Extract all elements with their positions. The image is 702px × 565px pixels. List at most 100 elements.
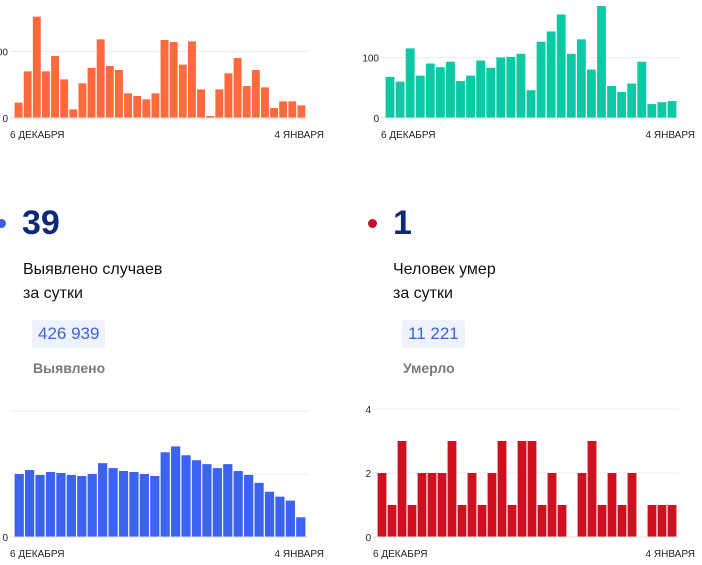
bar <box>547 473 557 537</box>
bar <box>487 473 497 537</box>
bar <box>181 455 191 537</box>
bar <box>279 101 288 118</box>
bar <box>516 53 526 119</box>
bar <box>417 473 427 537</box>
bar <box>637 61 647 118</box>
bar <box>437 473 447 537</box>
bar <box>142 99 151 118</box>
bar <box>556 14 566 118</box>
bar <box>254 482 264 537</box>
bar <box>576 39 586 118</box>
bar <box>586 69 596 118</box>
bar <box>456 81 465 118</box>
bar <box>285 500 295 537</box>
bar <box>108 468 118 537</box>
bar <box>270 108 279 118</box>
bar <box>129 472 139 537</box>
bar <box>215 89 224 118</box>
bar <box>425 63 435 118</box>
bar <box>275 496 285 537</box>
bar <box>244 474 254 537</box>
bar <box>296 517 306 537</box>
bar <box>457 505 467 537</box>
bar <box>647 104 657 118</box>
bar <box>526 90 536 118</box>
bar <box>597 505 607 537</box>
bar <box>150 475 160 537</box>
chart-top-left-svg: 0 100 6 ДЕКАБРЯ 4 ЯНВАРЯ <box>0 16 324 141</box>
bar <box>577 473 587 537</box>
bar <box>105 66 114 118</box>
y-tick-label: 0 <box>365 533 371 544</box>
bar <box>627 83 637 118</box>
y-tick-label: 0 <box>2 533 8 544</box>
bar <box>35 474 45 537</box>
bar <box>627 473 637 537</box>
bar <box>233 58 242 118</box>
x-axis-end-label: 4 ЯНВАРЯ <box>646 130 695 141</box>
bar <box>160 452 170 537</box>
bar <box>151 93 160 118</box>
bar <box>395 81 405 118</box>
bar <box>385 76 395 118</box>
bar <box>233 471 243 537</box>
bar <box>537 505 547 537</box>
bar <box>657 505 667 537</box>
y-tick-label: 0 <box>373 114 379 125</box>
bar <box>447 441 457 537</box>
bar <box>23 71 32 118</box>
y-tick-label: 0 <box>2 114 8 125</box>
chart-bottom-right-svg: 0 2 4 6 ДЕКАБРЯ 4 ЯНВАРЯ <box>365 405 695 560</box>
bar <box>77 475 87 537</box>
bar <box>407 505 417 537</box>
bar <box>87 473 97 537</box>
bar <box>78 83 87 118</box>
bar <box>118 471 129 537</box>
cases-value: 39 <box>22 204 60 242</box>
chart-top-left: 0 100 6 ДЕКАБРЯ 4 ЯНВАРЯ <box>0 0 330 150</box>
deaths-total-badge: 11 221 <box>402 320 465 348</box>
bar <box>415 75 425 118</box>
cases-total-badge: 426 939 <box>32 320 106 348</box>
cases-stat: 39 Выявлено случаев за сутки 426 939 Выя… <box>0 190 340 390</box>
cases-total-label: Выявлено <box>33 360 106 376</box>
bar <box>557 505 567 537</box>
bar <box>25 470 35 537</box>
x-axis-start-label: 6 ДЕКАБРЯ <box>10 549 65 560</box>
bar <box>377 473 387 537</box>
bar <box>51 56 60 118</box>
bar <box>288 101 297 118</box>
chart-bottom-right: 0 2 4 6 ДЕКАБРЯ 4 ЯНВАРЯ <box>355 395 702 565</box>
y-tick-label: 2 <box>365 469 371 480</box>
bar <box>647 505 657 537</box>
bar <box>467 473 477 537</box>
bar <box>387 505 397 537</box>
bar <box>14 473 24 537</box>
bar <box>496 57 506 118</box>
x-axis-start-label: 6 ДЕКАБРЯ <box>10 130 65 141</box>
bar <box>98 463 108 537</box>
bar <box>242 86 251 118</box>
bar <box>66 474 76 537</box>
bar <box>56 473 66 537</box>
cases-dot <box>0 219 6 228</box>
bar <box>667 101 677 118</box>
bar <box>507 505 517 537</box>
bar <box>41 71 50 118</box>
bar <box>466 75 476 118</box>
bar <box>124 93 133 118</box>
bar <box>32 16 41 119</box>
bar <box>607 85 616 118</box>
y-tick-label: 100 <box>362 53 379 64</box>
bar <box>486 67 496 118</box>
bar <box>14 102 23 118</box>
bar <box>446 61 455 118</box>
bar <box>497 441 507 537</box>
bar <box>536 41 546 118</box>
bar <box>587 441 597 537</box>
bar <box>251 70 260 118</box>
bar <box>133 96 142 118</box>
bar <box>223 464 233 537</box>
deaths-dot <box>368 219 377 228</box>
bar <box>202 464 212 537</box>
